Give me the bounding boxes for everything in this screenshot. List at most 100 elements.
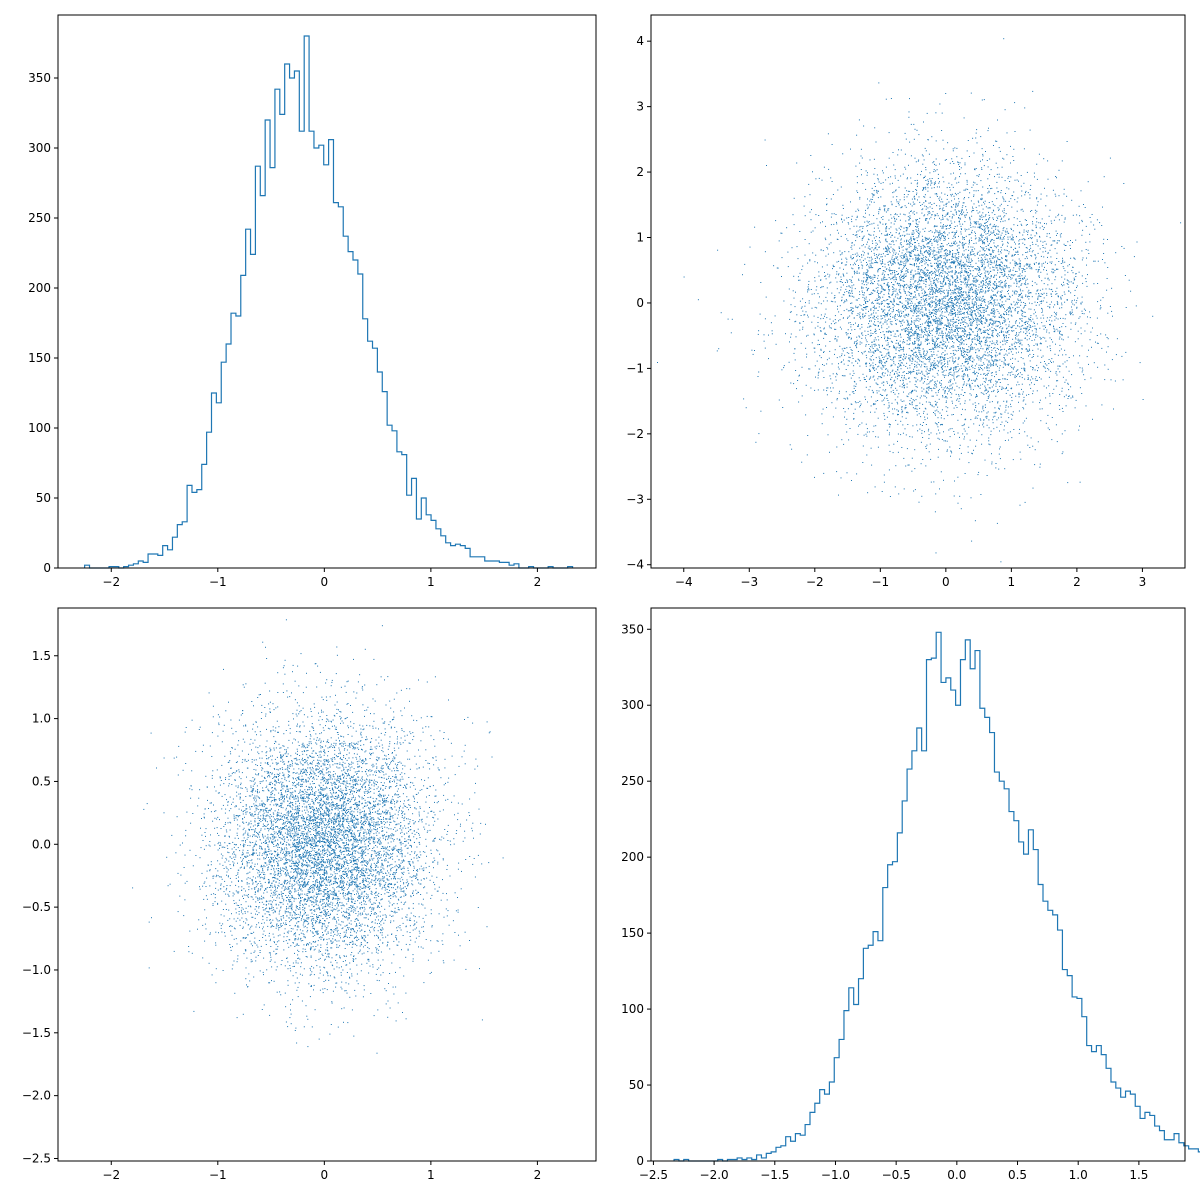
scatter-point [1025, 190, 1027, 192]
scatter-point [947, 366, 949, 368]
scatter-point [990, 379, 992, 381]
scatter-point [875, 436, 877, 438]
scatter-point [947, 362, 949, 364]
scatter-point [876, 298, 878, 300]
scatter-point [980, 304, 981, 306]
scatter-point [1000, 314, 1002, 316]
scatter-point [975, 281, 977, 283]
scatter-point [1046, 233, 1048, 235]
scatter-point [1010, 227, 1012, 229]
scatter-point [887, 337, 888, 339]
scatter-point [968, 258, 970, 260]
scatter-point [1000, 561, 1002, 563]
scatter-point [886, 226, 888, 227]
scatter-point [1041, 322, 1043, 324]
scatter-point [952, 359, 954, 361]
scatter-point [949, 324, 951, 326]
scatter-point [990, 276, 992, 278]
scatter-point [1056, 234, 1057, 236]
scatter-point [863, 307, 865, 308]
scatter-point [942, 339, 944, 341]
scatter-point [975, 290, 977, 292]
scatter-point [1032, 445, 1034, 447]
scatter-point [983, 201, 984, 203]
scatter-point [950, 310, 952, 312]
scatter-point [925, 251, 927, 253]
scatter-point [947, 407, 949, 409]
scatter-point [970, 357, 972, 359]
scatter-point [857, 402, 859, 403]
scatter-point [910, 279, 912, 280]
scatter-point [919, 329, 921, 331]
scatter-point [964, 164, 966, 166]
scatter-point [994, 354, 996, 356]
scatter-point [968, 351, 970, 353]
scatter-point [878, 253, 880, 255]
scatter-point [1056, 374, 1058, 376]
scatter-point [955, 204, 957, 206]
scatter-point [960, 276, 962, 278]
scatter-point [952, 313, 954, 315]
scatter-point [1001, 266, 1003, 267]
scatter-point [936, 354, 938, 356]
scatter-point [1037, 370, 1038, 372]
scatter-point [993, 389, 995, 391]
scatter-point [1006, 386, 1007, 388]
scatter-point [965, 361, 967, 363]
scatter-point [925, 390, 927, 392]
scatter-point [916, 240, 918, 242]
scatter-point [925, 370, 927, 372]
scatter-point [856, 225, 858, 227]
scatter-point [980, 366, 981, 368]
scatter-point [782, 407, 784, 408]
scatter-point [882, 381, 884, 383]
scatter-point [1051, 261, 1053, 263]
scatter-point [995, 329, 997, 331]
scatter-point [951, 393, 953, 395]
scatter-point [1024, 305, 1026, 306]
scatter-point [867, 300, 869, 302]
scatter-point [943, 358, 945, 360]
scatter-point [1001, 257, 1003, 259]
scatter-point [949, 436, 951, 438]
scatter-point [962, 242, 964, 243]
scatter-point [1085, 405, 1087, 407]
scatter-point [1066, 283, 1068, 284]
scatter-point [998, 407, 999, 409]
scatter-point [1070, 314, 1072, 316]
scatter-point [978, 223, 980, 225]
scatter-point [840, 276, 842, 278]
scatter-point [917, 256, 919, 258]
scatter-point [973, 194, 975, 196]
scatter-point [1005, 286, 1007, 288]
scatter-point [979, 292, 980, 294]
scatter-point [978, 266, 980, 268]
scatter-point [895, 257, 897, 259]
scatter-point [1065, 314, 1067, 316]
scatter-point [924, 327, 926, 329]
scatter-point [898, 316, 900, 317]
scatter-point [929, 279, 931, 281]
scatter-point [985, 310, 987, 312]
scatter-point [805, 302, 806, 304]
scatter-point [911, 240, 912, 242]
scatter-point [900, 257, 902, 259]
scatter-point [957, 331, 959, 332]
scatter-point [978, 328, 980, 330]
scatter-point [867, 401, 868, 403]
scatter-point [777, 267, 779, 269]
scatter-point [974, 222, 976, 224]
scatter-point [990, 365, 992, 367]
scatter-point [973, 284, 975, 286]
scatter-point [1049, 403, 1051, 405]
scatter-point [863, 377, 865, 379]
scatter-point [873, 367, 875, 368]
scatter-point [1018, 275, 1020, 277]
scatter-point [943, 304, 945, 306]
scatter-point [925, 401, 927, 403]
scatter-point [976, 269, 978, 271]
scatter-point [937, 275, 938, 276]
scatter-point [959, 191, 961, 193]
scatter-point [893, 258, 895, 260]
scatter-point [902, 319, 904, 321]
